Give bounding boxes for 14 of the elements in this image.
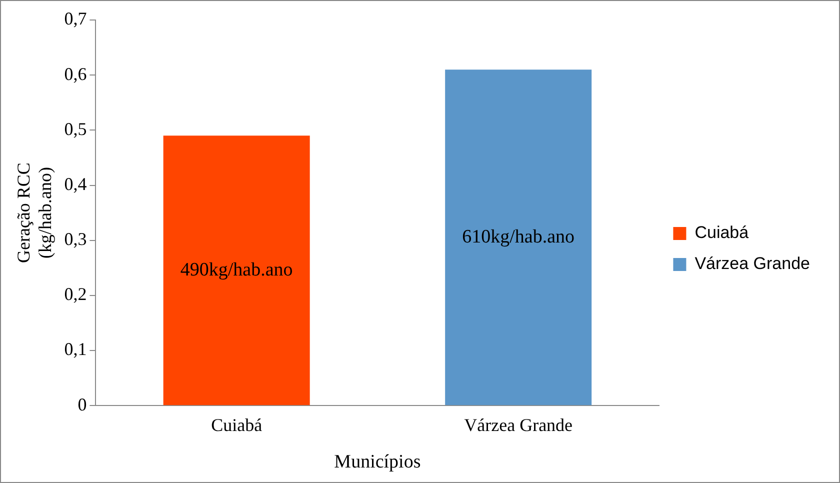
- y-tick-label: 0,5: [64, 118, 87, 139]
- y-tick-label: 0,2: [64, 284, 87, 304]
- legend-label: Cuiabá: [694, 223, 750, 242]
- annotation: 490kg/hab.ano: [180, 259, 293, 280]
- x-axis-title: Municípios: [334, 452, 421, 473]
- legend-label: Várzea Grande: [694, 254, 810, 274]
- y-tick-label: 0,7: [64, 8, 87, 29]
- y-tick-label: 0,3: [64, 229, 87, 250]
- y-tick-label: 0,4: [64, 174, 87, 194]
- y-tick-label: 0,6: [64, 64, 87, 84]
- annotation: 610kg/hab.ano: [462, 226, 575, 248]
- y-axis-title: Geração RCC (kg/hab.ano): [14, 162, 56, 264]
- y-tick-label: 0,1: [64, 339, 87, 360]
- y-tick-label: 0: [78, 394, 87, 414]
